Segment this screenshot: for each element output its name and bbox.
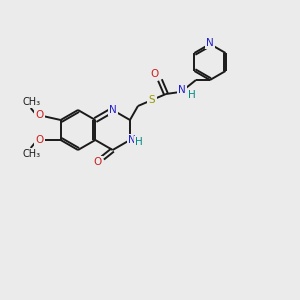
Text: CH₃: CH₃: [22, 149, 41, 159]
Text: N: N: [128, 135, 136, 145]
Text: O: O: [36, 110, 44, 120]
Text: H: H: [188, 90, 196, 100]
Text: H: H: [135, 137, 143, 147]
Text: S: S: [148, 95, 155, 105]
Text: N: N: [178, 85, 186, 95]
Text: N: N: [109, 105, 116, 115]
Text: N: N: [206, 38, 214, 48]
Text: O: O: [36, 135, 44, 145]
Text: O: O: [94, 157, 102, 167]
Text: CH₃: CH₃: [22, 97, 41, 107]
Text: O: O: [151, 69, 159, 79]
